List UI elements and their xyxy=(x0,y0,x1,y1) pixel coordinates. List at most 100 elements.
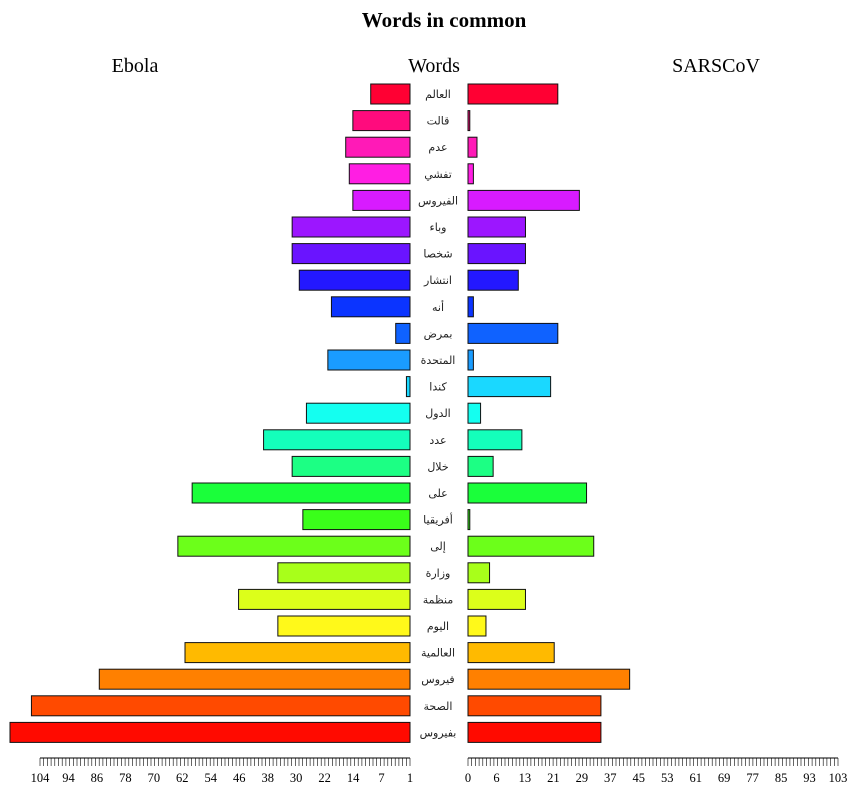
ebola-bar xyxy=(302,509,411,531)
word-label: وباء xyxy=(430,221,447,234)
sarscov-bar xyxy=(467,216,526,238)
sarscov-axis-tick-label: 103 xyxy=(829,771,848,785)
sarscov-bar xyxy=(467,322,559,344)
sarscov-bar xyxy=(467,402,482,424)
ebola-bar xyxy=(177,535,411,557)
sarscov-bar xyxy=(467,615,487,637)
ebola-bar xyxy=(191,482,411,504)
word-labels: العالم قالت عدم تفشي الفيروس وباء شخصا انتشار أن… xyxy=(418,88,458,739)
ebola-axis-tick-label: 38 xyxy=(261,771,274,785)
ebola-bar xyxy=(9,721,411,743)
ebola-bar xyxy=(277,615,411,637)
sarscov-bar xyxy=(467,83,559,105)
word-label: انتشار xyxy=(423,274,452,287)
ebola-bar xyxy=(348,163,411,185)
sarscov-axis-tick-label: 21 xyxy=(547,771,560,785)
word-label: تفشي xyxy=(424,168,452,181)
sarscov-bar xyxy=(467,243,526,265)
center-panel-header: Words xyxy=(408,55,460,77)
sarscov-bar xyxy=(467,535,595,557)
sarscov-axis-tick-label: 0 xyxy=(465,771,471,785)
word-label: بمرض xyxy=(424,327,453,340)
word-label: الصحة xyxy=(424,700,453,713)
sarscov-bar xyxy=(467,376,552,398)
ebola-bar xyxy=(30,695,411,717)
sarscov-bar xyxy=(467,509,471,531)
ebola-axis-tick-label: 104 xyxy=(31,771,51,785)
word-label: عدد xyxy=(429,434,446,447)
word-label: قالت xyxy=(427,115,450,128)
ebola-axis-tick-label: 70 xyxy=(148,771,161,785)
ebola-bar xyxy=(298,269,411,291)
ebola-bar xyxy=(184,642,411,664)
chart-title: Words in common xyxy=(362,8,527,32)
word-label: بفيروس xyxy=(420,726,457,739)
sarscov-axis-tick-label: 37 xyxy=(604,771,617,785)
sarscov-axis-tick-label: 13 xyxy=(519,771,532,785)
sarscov-axis-tick-label: 6 xyxy=(493,771,499,785)
sarscov-bars xyxy=(467,83,631,743)
ebola-bar xyxy=(263,429,411,451)
sarscov-bar xyxy=(467,455,494,477)
ebola-axis-tick-label: 7 xyxy=(378,771,384,785)
ebola-axis-tick-label: 54 xyxy=(205,771,218,785)
ebola-axis-tick-label: 94 xyxy=(62,771,75,785)
ebola-bar xyxy=(405,376,411,398)
sarscov-bar xyxy=(467,482,588,504)
word-label: أفريقيا xyxy=(423,513,453,527)
sarscov-bar xyxy=(467,296,474,318)
word-label: عدم xyxy=(428,141,447,154)
ebola-bar xyxy=(345,136,411,158)
ebola-bar xyxy=(291,243,411,265)
sarscov-axis-tick-label: 45 xyxy=(633,771,646,785)
sarscov-bar xyxy=(467,562,491,584)
word-label: إلى xyxy=(430,540,446,553)
sarscov-axis-tick-label: 53 xyxy=(661,771,674,785)
sarscov-bar xyxy=(467,189,580,211)
word-label: العالمية xyxy=(421,647,455,660)
ebola-axis-tick-label: 46 xyxy=(233,771,246,785)
sarscov-axis-tick-label: 93 xyxy=(803,771,816,785)
sarscov-bar xyxy=(467,668,631,690)
ebola-bar xyxy=(238,588,411,610)
sarscov-axis-tick-label: 61 xyxy=(689,771,702,785)
sarscov-bar xyxy=(467,136,478,158)
sarscov-axis-tick-label: 85 xyxy=(775,771,788,785)
ebola-bar xyxy=(370,83,411,105)
ebola-bar xyxy=(327,349,411,371)
ebola-bar xyxy=(291,455,411,477)
word-label: العالم xyxy=(425,88,451,101)
word-label: الفيروس xyxy=(418,194,458,207)
sarscov-bar xyxy=(467,429,523,451)
sarscov-bar xyxy=(467,721,602,743)
word-label: وزارة xyxy=(426,567,451,580)
word-label: كندا xyxy=(429,381,447,394)
ebola-axis-tick-label: 14 xyxy=(347,771,360,785)
sarscov-axis-tick-label: 69 xyxy=(718,771,731,785)
ebola-axis-tick-label: 1 xyxy=(407,771,413,785)
sarscov-bar xyxy=(467,269,519,291)
right-panel-header: SARSCoV xyxy=(672,55,760,77)
ebola-axis-tick-label: 30 xyxy=(290,771,303,785)
ebola-axis-tick-label: 86 xyxy=(91,771,104,785)
word-label: شخصا xyxy=(423,248,452,261)
ebola-bar xyxy=(352,110,411,132)
word-label: فيروس xyxy=(421,673,454,686)
sarscov-bar xyxy=(467,588,526,610)
word-label: أنه xyxy=(432,300,444,314)
ebola-bar xyxy=(395,322,411,344)
ebola-bar xyxy=(291,216,411,238)
sarscov-bar xyxy=(467,110,471,132)
word-label: المتحدة xyxy=(421,354,456,367)
word-label: على xyxy=(428,487,447,500)
word-label: الدول xyxy=(425,407,451,420)
sarscov-axis-tick-label: 29 xyxy=(576,771,589,785)
ebola-axis: 104 94 86 78 70 62 54 46 38 30 22 14 7 1 xyxy=(31,757,413,785)
ebola-axis-tick-label: 22 xyxy=(318,771,331,785)
word-label: منظمة xyxy=(423,593,454,606)
sarscov-axis: 0 6 13 21 29 37 45 53 61 69 77 85 93 103 xyxy=(465,757,848,785)
word-label: اليوم xyxy=(427,620,449,633)
ebola-bar xyxy=(305,402,411,424)
sarscov-axis-tick-label: 77 xyxy=(746,771,759,785)
